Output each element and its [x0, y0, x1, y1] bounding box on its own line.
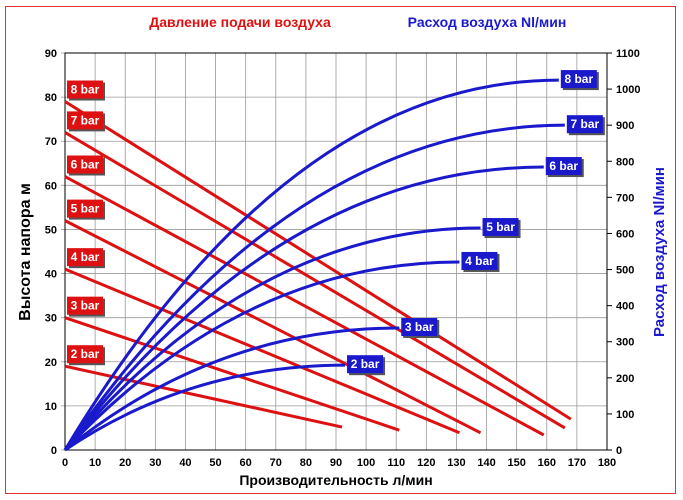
air-curve-2-bar [64, 363, 346, 452]
y-tick-label: 20 [45, 357, 57, 369]
x-tick-label: 0 [62, 457, 68, 469]
x-tick-label: 170 [568, 457, 586, 469]
air-label-text: 6 bar [549, 159, 578, 173]
y2-tick-label: 1000 [616, 84, 640, 96]
y2-axis-label: Расход воздуха Nl/мин [651, 167, 668, 337]
y2-tick-label: 600 [616, 228, 634, 240]
y-tick-label: 70 [45, 136, 57, 148]
x-tick-label: 160 [538, 457, 556, 469]
x-tick-label: 180 [598, 457, 616, 469]
air-label-text: 4 bar [465, 254, 494, 268]
air-curve-6-bar [63, 165, 544, 451]
air-label [347, 355, 384, 374]
head-label-text: 5 bar [71, 202, 100, 216]
head-label [67, 296, 103, 315]
head-label-text: 6 bar [71, 158, 100, 172]
air-curve-5-bar [63, 226, 481, 451]
head-label-text: 7 bar [71, 113, 100, 127]
y-tick-label: 90 [45, 48, 57, 60]
head-line-3-bar [64, 316, 400, 432]
air-label-text: 3 bar [405, 320, 434, 334]
head-label [67, 345, 103, 364]
air-label [482, 218, 519, 237]
plot-area [64, 52, 608, 451]
head-line-8-bar [64, 100, 572, 421]
head-label-text: 8 bar [71, 83, 100, 97]
y2-tick-label: 500 [616, 265, 634, 277]
head-label [67, 248, 103, 267]
y2-tick-label: 400 [616, 301, 634, 313]
x-tick-label: 150 [507, 457, 525, 469]
air-label [545, 157, 582, 176]
chart-frame [5, 6, 676, 494]
head-label [67, 80, 103, 99]
x-tick-label: 30 [149, 457, 161, 469]
y-tick-label: 0 [51, 445, 57, 457]
x-tick-label: 50 [209, 457, 221, 469]
air-legend-title: Расход воздуха Nl/мин [408, 14, 567, 30]
x-tick-label: 90 [330, 457, 342, 469]
head-label [67, 199, 103, 218]
x-tick-label: 130 [447, 457, 465, 469]
y-tick-label: 30 [45, 313, 57, 325]
air-label [461, 251, 498, 270]
x-tick-label: 120 [417, 457, 435, 469]
x-tick-label: 80 [300, 457, 312, 469]
air-label-text: 8 bar [564, 72, 593, 86]
head-label [67, 155, 103, 174]
x-tick-label: 140 [477, 457, 495, 469]
x-tick-label: 110 [387, 457, 405, 469]
air-label [560, 70, 597, 89]
air-curve-4-bar [63, 260, 460, 452]
head-line-6-bar [64, 175, 545, 437]
head-label-text: 3 bar [71, 299, 100, 313]
y-tick-label: 50 [45, 224, 57, 236]
head-label [67, 111, 103, 130]
head-label-text: 4 bar [71, 250, 100, 264]
x-tick-label: 40 [179, 457, 191, 469]
head-line-5-bar [64, 219, 482, 435]
x-tick-label: 100 [357, 457, 375, 469]
air-label [566, 115, 603, 134]
x-tick-label: 10 [89, 457, 101, 469]
y2-tick-label: 0 [616, 445, 622, 457]
y-axis-label: Высота напора м [17, 183, 34, 321]
y2-tick-label: 200 [616, 373, 634, 385]
air-label [401, 318, 438, 337]
head-label-text: 2 bar [71, 347, 100, 361]
y2-tick-label: 100 [616, 409, 634, 421]
air-label-text: 5 bar [486, 220, 515, 234]
x-tick-label: 60 [240, 457, 252, 469]
x-tick-label: 70 [270, 457, 282, 469]
head-legend-title: Давление подачи воздуха [149, 14, 331, 30]
air-label-text: 2 bar [351, 357, 380, 371]
air-label-text: 7 bar [571, 117, 600, 131]
x-axis-label: Производительность л/мин [239, 472, 432, 488]
y2-tick-label: 900 [616, 120, 634, 132]
y2-tick-label: 1100 [616, 48, 640, 60]
y2-tick-label: 700 [616, 192, 634, 204]
y2-tick-label: 300 [616, 337, 634, 349]
y2-tick-label: 800 [616, 156, 634, 168]
y-tick-label: 80 [45, 92, 57, 104]
air-curve-7-bar [63, 123, 565, 451]
y-tick-label: 40 [45, 269, 57, 281]
air-curve-8-bar [63, 78, 559, 451]
y-tick-label: 60 [45, 180, 57, 192]
head-line-7-bar [64, 131, 566, 430]
x-tick-label: 20 [119, 457, 131, 469]
head-line-4-bar [64, 267, 461, 435]
air-curve-3-bar [64, 326, 400, 452]
y-tick-label: 10 [45, 401, 57, 413]
